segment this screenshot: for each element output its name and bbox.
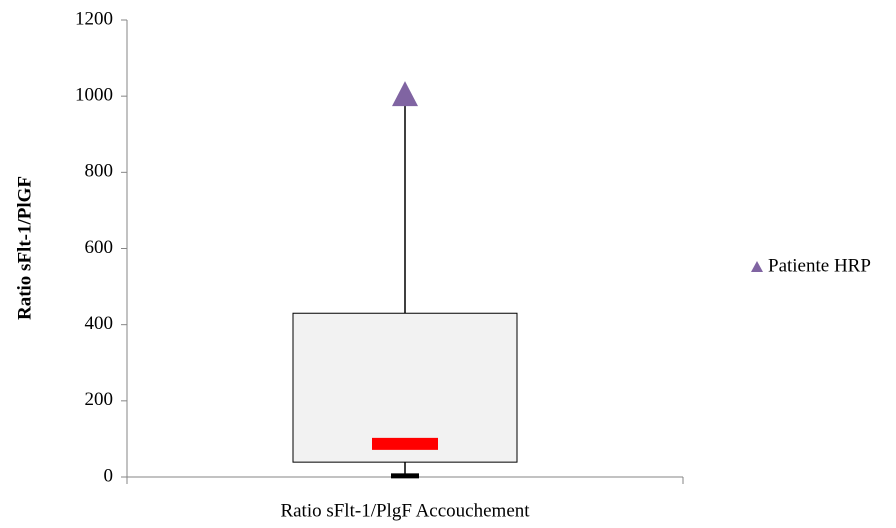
legend-label: Patiente HRP: [768, 255, 871, 276]
median: [372, 437, 438, 450]
marker: [392, 81, 418, 107]
y-tick-label: 800: [85, 161, 114, 182]
y-tick-label: 400: [85, 313, 114, 334]
y-tick-label: 1000: [75, 85, 113, 106]
y-axis-title: Ratio sFlt-1/PlGF: [14, 176, 35, 320]
legend-marker: [751, 261, 763, 272]
x-tick-label: Ratio sFlt-1/PlgF Accouchement: [280, 500, 530, 521]
y-tick-label: 200: [85, 389, 114, 410]
box: [292, 312, 518, 463]
y-tick-label: 600: [85, 237, 114, 258]
y-tick-label: 0: [104, 465, 114, 486]
y-tick-label: 1200: [75, 8, 113, 29]
min-cap: [391, 473, 419, 479]
